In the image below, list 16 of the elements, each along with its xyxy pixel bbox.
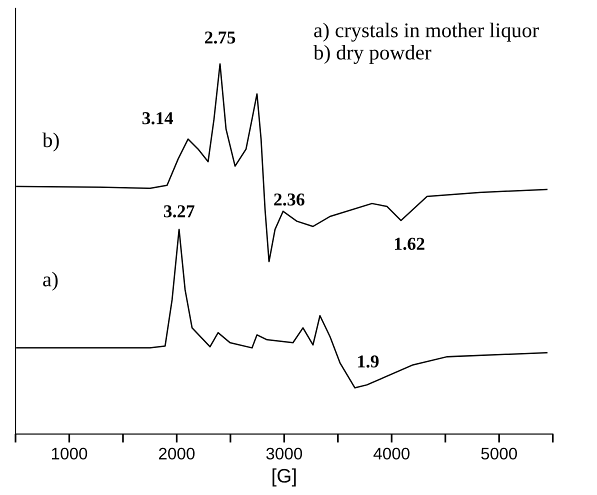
- annotation: 1.62: [394, 238, 424, 250]
- text: a) crystals in mother liquor: [314, 22, 539, 42]
- text: b) dry powder: [313, 44, 432, 64]
- x-tick-label: 1000: [52, 448, 88, 460]
- annotation: 3.27: [164, 205, 194, 218]
- annotation: 2.36: [274, 193, 304, 206]
- annotation: 3.14: [142, 112, 174, 124]
- x-tick-label: 2000: [159, 448, 195, 460]
- x-tick-label: 3000: [266, 448, 302, 460]
- series-label: b): [42, 132, 59, 152]
- annotation: 2.75: [204, 31, 236, 44]
- text: a): [43, 272, 58, 291]
- annotation: 1.9: [358, 355, 379, 368]
- x-axis-title: [G]: [272, 468, 296, 487]
- x-tick-label: 5000: [481, 448, 517, 460]
- x-tick-label: 4000: [373, 448, 410, 460]
